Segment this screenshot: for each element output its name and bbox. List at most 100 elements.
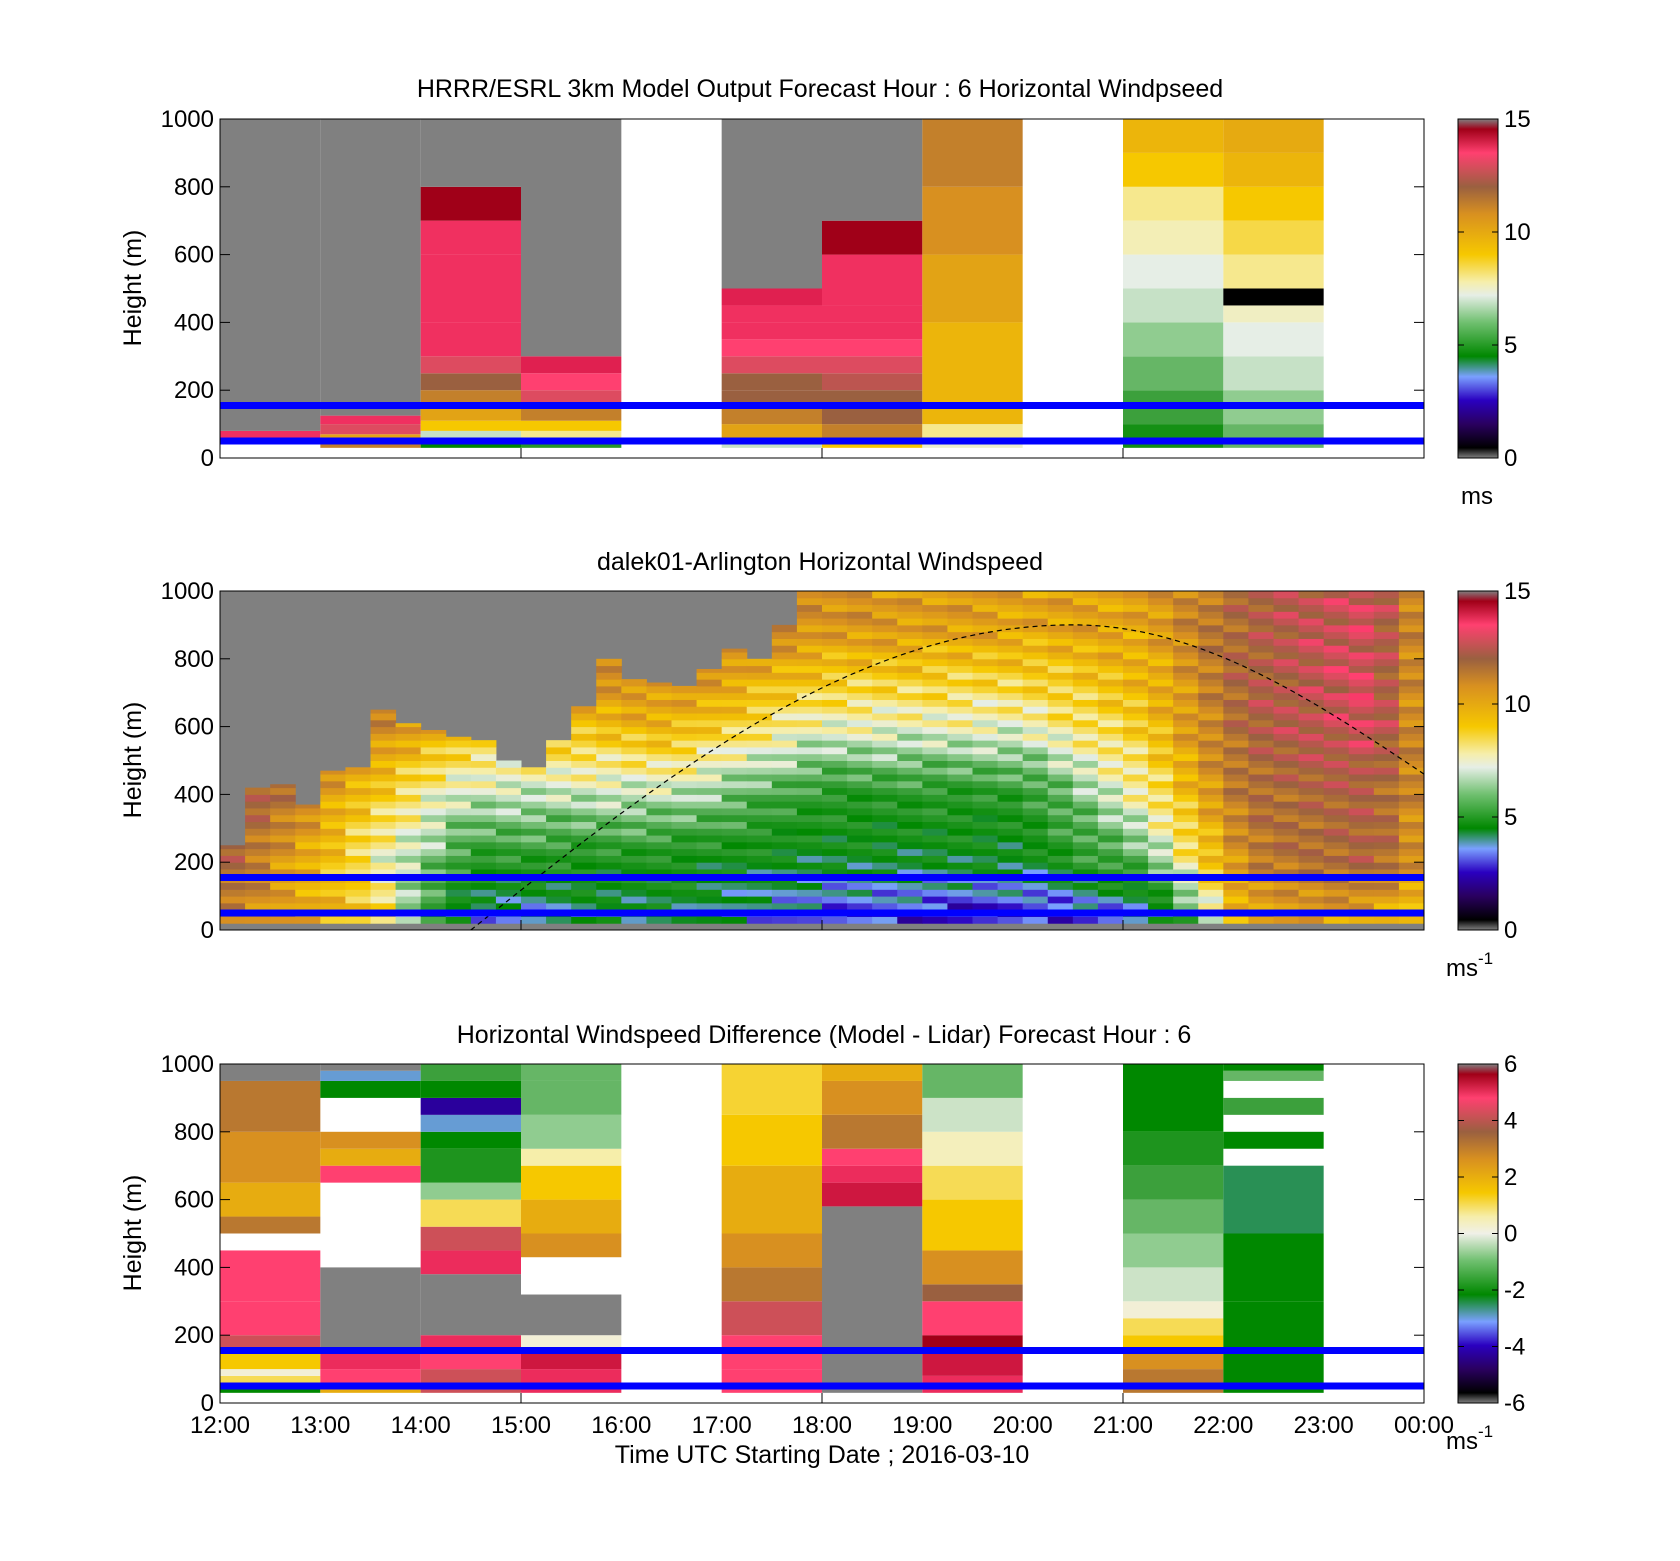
lidar-cell-24-620 [822, 713, 848, 721]
cell-2-1 [420, 1352, 521, 1370]
lidar-cell-18-20 [671, 916, 698, 924]
cell-7-7 [1123, 1199, 1224, 1234]
lidar-cell-28-960 [922, 597, 948, 606]
lidar-cell-19-640 [696, 706, 723, 714]
lidar-cell-23-20 [796, 916, 823, 924]
lidar-cell-24-280 [822, 828, 848, 836]
lidar-cell-46-800 [1373, 652, 1400, 660]
lidar-cell-19-60 [696, 902, 723, 911]
lidar-cell-34-180 [1072, 862, 1099, 870]
lidar-cell-13-20 [546, 916, 572, 924]
lidar-cell-46-600 [1373, 719, 1400, 728]
lidar-cell-25-120 [847, 882, 873, 890]
lidar-cell-15-680 [596, 692, 622, 700]
lidar-cell-21-360 [746, 801, 773, 809]
lidar-cell-37-220 [1148, 848, 1174, 856]
lidar-cell-24-80 [822, 896, 848, 904]
lidar-cell-28-780 [922, 658, 948, 667]
lidar-cell-16-160 [621, 868, 647, 877]
lidar-cell-6-540 [370, 740, 397, 748]
lidar-cell-29-760 [947, 665, 973, 673]
lidar-cell-16-700 [621, 685, 647, 694]
cell-5-11 [822, 220, 923, 255]
lidar-cell-44-260 [1323, 835, 1350, 843]
lidar-cell-12-360 [521, 801, 547, 809]
lidar-cell-24-440 [822, 774, 848, 782]
lidar-cell-34-100 [1072, 889, 1099, 897]
lidar-cell-1-240 [245, 841, 271, 850]
panel-difference-ylabel: Height (m) [119, 1175, 147, 1292]
lidar-cell-15-20 [596, 916, 622, 924]
cell-1-2 [320, 424, 421, 435]
lidar-cell-35-920 [1097, 611, 1124, 619]
lidar-cell-12-260 [521, 835, 547, 843]
lidar-cell-18-660 [671, 699, 698, 707]
cell-1-7 [320, 1165, 421, 1183]
lidar-cell-25-860 [847, 631, 873, 639]
lidar-cell-24-860 [822, 631, 848, 639]
cell-5-6 [822, 339, 923, 357]
lidar-cell-29-320 [947, 814, 973, 823]
lidar-cell-41-480 [1248, 760, 1274, 768]
lidar-cell-36-220 [1123, 848, 1149, 856]
lidar-cell-45-280 [1348, 828, 1375, 836]
lidar-cell-28-160 [922, 868, 948, 877]
lidar-cell-7-560 [395, 733, 422, 741]
cell-1-13 [320, 1064, 421, 1071]
lidar-cell-39-520 [1198, 746, 1224, 755]
lidar-cell-11-360 [495, 801, 522, 809]
lidar-cell-32-840 [1022, 638, 1049, 646]
cell-8-2 [1223, 1165, 1324, 1234]
lidar-cell-18-480 [671, 760, 698, 768]
y-tick-label: 1000 [161, 106, 214, 133]
lidar-cell-21-780 [746, 658, 773, 667]
panel-model-cells [220, 119, 1324, 448]
lidar-cell-43-680 [1298, 692, 1325, 700]
lidar-cell-44-780 [1323, 658, 1350, 667]
lidar-cell-20-360 [721, 801, 748, 809]
lidar-cell-44-200 [1323, 855, 1350, 863]
panel-lidar-xticks [219, 920, 1425, 930]
lidar-cell-40-160 [1223, 868, 1249, 877]
lidar-cell-35-720 [1097, 679, 1124, 687]
lidar-cell-6-560 [370, 733, 397, 741]
lidar-cell-30-680 [972, 692, 999, 700]
lidar-cell-44-340 [1323, 807, 1350, 816]
lidar-cell-38-640 [1173, 706, 1199, 714]
lidar-cell-5-280 [345, 828, 371, 836]
lidar-cell-34-840 [1072, 638, 1099, 646]
lidar-cell-40-420 [1223, 780, 1249, 789]
lidar-cell-29-300 [947, 821, 973, 829]
lidar-cell-13-240 [546, 841, 572, 850]
lidar-cell-22-860 [771, 631, 798, 639]
lidar-cell-41-620 [1248, 713, 1274, 721]
lidar-cell-12-120 [521, 882, 547, 890]
lidar-cell-24-500 [822, 753, 848, 761]
lidar-cell-40-60 [1223, 902, 1249, 911]
colorbar-unit-exponent: -1 [1478, 949, 1493, 968]
lidar-cell-8-460 [420, 767, 447, 775]
cell-3-2 [521, 420, 622, 431]
cell-4-2 [721, 407, 822, 425]
lidar-cell-36-820 [1123, 645, 1149, 653]
cell-2-13 [420, 1064, 521, 1081]
lidar-cell-17-720 [646, 682, 672, 687]
lidar-cell-45-60 [1348, 902, 1375, 911]
lidar-cell-1-360 [245, 801, 271, 809]
lidar-cell-11-440 [495, 774, 522, 782]
lidar-cell-11-120 [495, 882, 522, 890]
lidar-cell-37-820 [1148, 645, 1174, 653]
lidar-cell-22-480 [771, 760, 798, 768]
lidar-cell-7-400 [395, 787, 422, 795]
lidar-cell-28-460 [922, 767, 948, 775]
lidar-cell-35-620 [1097, 713, 1124, 721]
lidar-cell-39-420 [1198, 780, 1224, 789]
lidar-cell-25-920 [847, 611, 873, 619]
lidar-cell-17-460 [646, 767, 672, 775]
cell-7-8 [1123, 152, 1224, 187]
lidar-cell-31-80 [997, 896, 1024, 904]
lidar-cell-33-900 [1047, 618, 1074, 626]
cell-2-9 [420, 1131, 521, 1149]
lidar-cell-27-480 [897, 760, 923, 768]
lidar-cell-3-20 [295, 916, 321, 924]
